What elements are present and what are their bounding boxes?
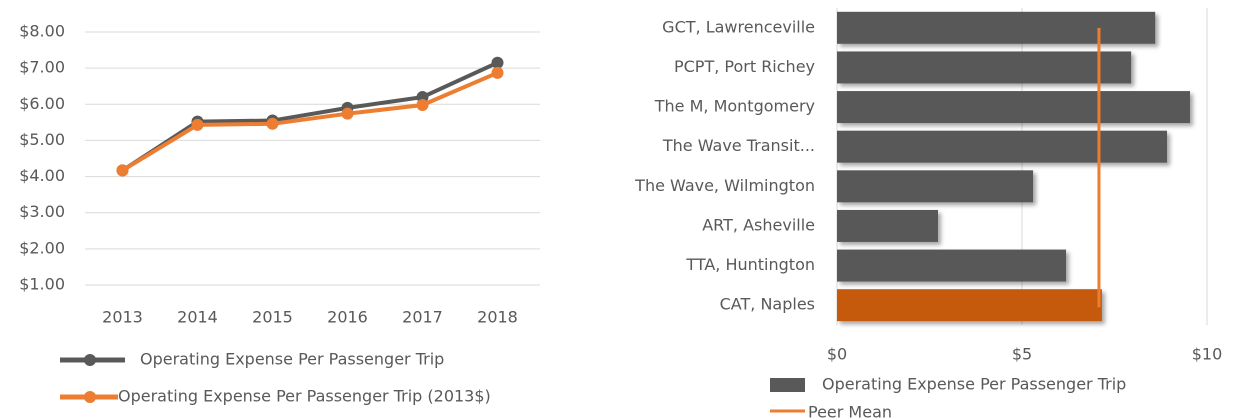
y-tick-label: CAT, Naples	[720, 295, 815, 314]
y-tick-label: $1.00	[19, 275, 65, 294]
point	[116, 164, 129, 177]
legend-swatch	[770, 378, 805, 392]
point	[191, 118, 204, 131]
legend-marker	[84, 354, 96, 366]
bar	[837, 51, 1132, 84]
x-tick-label: 2015	[252, 308, 293, 327]
legend-label: Operating Expense Per Passenger Trip (20…	[118, 387, 491, 406]
point	[266, 117, 279, 130]
x-tick-label: 2017	[402, 308, 443, 327]
series-line	[121, 60, 499, 173]
y-tick-label: $4.00	[19, 166, 65, 185]
y-tick-label: The Wave Transit...	[662, 136, 815, 155]
y-tick-label: $2.00	[19, 238, 65, 257]
bar	[837, 289, 1102, 322]
x-tick-label: 2014	[177, 308, 218, 327]
y-tick-label: $3.00	[19, 202, 65, 221]
bar	[837, 91, 1190, 124]
y-tick-label: ART, Asheville	[702, 215, 815, 234]
x-tick-label: $5	[1012, 345, 1032, 364]
bar	[837, 11, 1156, 44]
legend-label: Operating Expense Per Passenger Trip	[140, 350, 444, 369]
y-tick-label: The M, Montgomery	[654, 97, 815, 116]
legend-marker	[84, 391, 96, 403]
series-line	[121, 71, 499, 173]
bar	[837, 130, 1168, 163]
x-tick-label: 2018	[477, 308, 518, 327]
point	[491, 66, 504, 79]
point	[341, 107, 354, 120]
x-tick-label: 2013	[102, 308, 143, 327]
point	[416, 99, 429, 112]
bar	[837, 170, 1034, 203]
y-tick-label: GCT, Lawrenceville	[662, 17, 815, 36]
y-tick-label: $7.00	[19, 58, 65, 77]
bar	[837, 249, 1067, 282]
legend-label: Peer Mean	[808, 403, 892, 419]
bar	[837, 209, 939, 242]
y-tick-label: PCPT, Port Richey	[674, 57, 815, 76]
y-tick-label: $5.00	[19, 130, 65, 149]
point	[491, 56, 504, 69]
y-tick-label: TTA, Huntington	[685, 255, 815, 274]
y-tick-label: $6.00	[19, 94, 65, 113]
x-tick-label: $0	[827, 345, 847, 364]
legend-label: Operating Expense Per Passenger Trip	[822, 375, 1126, 394]
x-tick-label: $10	[1192, 345, 1223, 364]
x-tick-label: 2016	[327, 308, 368, 327]
y-tick-label: $8.00	[19, 22, 65, 41]
y-tick-label: The Wave, Wilmington	[634, 176, 815, 195]
